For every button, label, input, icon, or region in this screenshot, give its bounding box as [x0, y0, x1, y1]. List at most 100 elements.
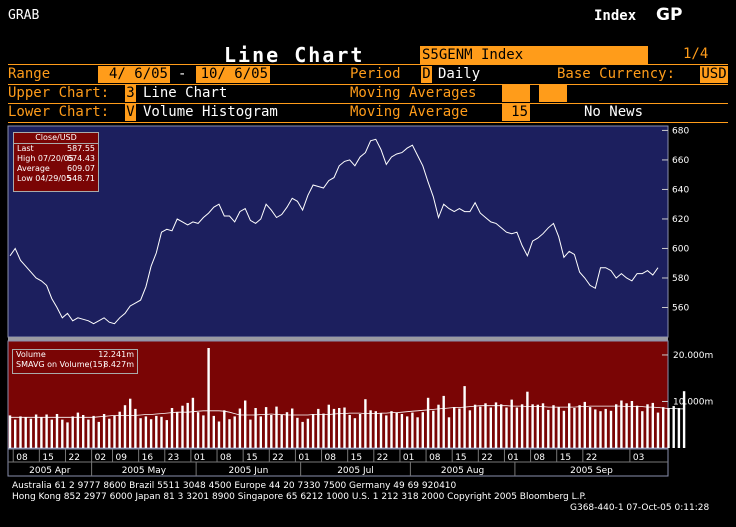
x-day-label: 22 [272, 453, 283, 463]
x-day-label: 15 [455, 453, 466, 463]
volume-bar [108, 418, 111, 448]
price-tick-label: 660 [672, 156, 689, 166]
volume-bar [426, 397, 430, 448]
volume-bar [327, 404, 330, 448]
price-series-line [9, 138, 659, 325]
volume-bar [473, 404, 477, 448]
volume-bar [651, 402, 654, 448]
ticker-field[interactable]: S5GENM Index [420, 46, 648, 64]
legend-value: 587.55 [67, 144, 95, 153]
volume-bar [34, 414, 38, 448]
volume-bar [447, 417, 451, 448]
volume-bar [24, 417, 27, 448]
volume-bar [531, 404, 534, 448]
x-month-label: 2005 May [122, 466, 167, 476]
x-day-label: 02 [95, 453, 106, 463]
page-title: Line Chart [224, 43, 365, 67]
period-value: Daily [438, 66, 481, 82]
legend-label: SMAVG on Volume(15) [16, 360, 106, 369]
volume-bar [557, 407, 560, 448]
x-day-label: 01 [194, 453, 205, 463]
volume-bar [588, 407, 592, 448]
base-currency-field[interactable]: USD [700, 66, 728, 83]
volume-bar [625, 403, 628, 448]
moving-average-field[interactable]: 15 [502, 104, 530, 121]
volume-bar [667, 408, 670, 448]
volume-bar [139, 418, 142, 448]
volume-bar [8, 415, 12, 448]
volume-bar [479, 406, 482, 448]
lower-chart-label: Lower Chart: [8, 104, 110, 120]
legend-value: 674.43 [67, 154, 95, 163]
moving-average-2-field[interactable] [539, 85, 567, 102]
volume-bar [238, 408, 242, 448]
volume-bar [92, 415, 95, 448]
volume-bar [400, 414, 404, 448]
volume-bar [541, 403, 545, 448]
legend-row-high: High 07/20/05 674.43 [14, 154, 98, 164]
volume-bar [217, 421, 221, 448]
volume-bar [87, 419, 90, 448]
legend-value: 8.427m [103, 360, 134, 369]
legend-value: 12.241m [98, 350, 134, 359]
range-start-field[interactable]: 4/ 6/05 [98, 66, 170, 83]
price-legend-title: Close/USD [14, 133, 98, 144]
volume-bar [568, 403, 571, 448]
volume-bar [270, 415, 273, 448]
volume-bar [71, 416, 74, 448]
price-tick-label: 640 [672, 185, 689, 195]
volume-bar [332, 408, 336, 448]
volume-bar [494, 402, 498, 448]
volume-bar [228, 419, 231, 448]
moving-average-1-field[interactable] [502, 85, 530, 102]
volume-bar [468, 410, 472, 448]
x-month-label: 2005 Jul [337, 466, 374, 476]
upper-chart-value: Line Chart [143, 85, 228, 101]
volume-bar [385, 415, 388, 448]
volume-tick-label: 10.000m [673, 397, 713, 407]
header-separator [8, 64, 728, 65]
range-end-field[interactable]: 10/ 6/05 [196, 66, 270, 83]
period-code-field[interactable]: D [421, 66, 432, 83]
volume-legend: Volume 12.241m SMAVG on Volume(15) 8.427… [12, 349, 138, 374]
volume-bar [374, 411, 377, 448]
volume-bar [343, 407, 346, 448]
volume-bar [484, 403, 487, 448]
volume-bar [489, 407, 492, 448]
lower-chart-code-field[interactable]: V [125, 104, 136, 121]
x-day-label: 01 [298, 453, 309, 463]
volume-bar [165, 420, 168, 448]
volume-bar [406, 416, 409, 448]
panel-divider [8, 337, 668, 341]
x-day-label: 22 [377, 453, 388, 463]
footer-line-3: G368-440-1 07-Oct-05 0:11:28 [570, 503, 710, 513]
x-day-label: 08 [220, 453, 232, 463]
x-day-label: 01 [403, 453, 414, 463]
volume-bar [672, 406, 675, 448]
volume-bar [594, 409, 597, 448]
volume-bar [583, 401, 586, 448]
price-tick-label: 580 [672, 274, 689, 284]
x-day-label: 15 [560, 453, 571, 463]
upper-chart-code-field[interactable]: 3 [125, 85, 136, 102]
volume-bar [123, 405, 127, 448]
volume-bar [656, 412, 660, 448]
volume-bar [353, 418, 357, 448]
gp-label: GP [656, 5, 683, 25]
volume-bar [306, 418, 310, 448]
volume-bar [170, 408, 174, 448]
volume-bar [264, 407, 268, 448]
price-legend: Close/USD Last 587.55 High 07/20/05 674.… [13, 132, 99, 192]
volume-bar [40, 417, 43, 448]
volume-bar [296, 417, 299, 448]
x-day-label: 09 [116, 453, 128, 463]
volume-bar [82, 415, 85, 448]
volume-bar [364, 399, 367, 448]
volume-bar [155, 415, 158, 448]
period-label: Period [350, 66, 401, 82]
volume-bar [186, 402, 189, 448]
volume-bar [291, 408, 294, 448]
legend-row-low: Low 04/29/05 548.71 [14, 174, 98, 184]
volume-bar [254, 408, 257, 448]
